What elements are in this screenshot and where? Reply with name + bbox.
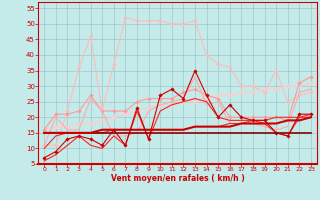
X-axis label: Vent moyen/en rafales ( km/h ): Vent moyen/en rafales ( km/h ) [111,174,244,183]
